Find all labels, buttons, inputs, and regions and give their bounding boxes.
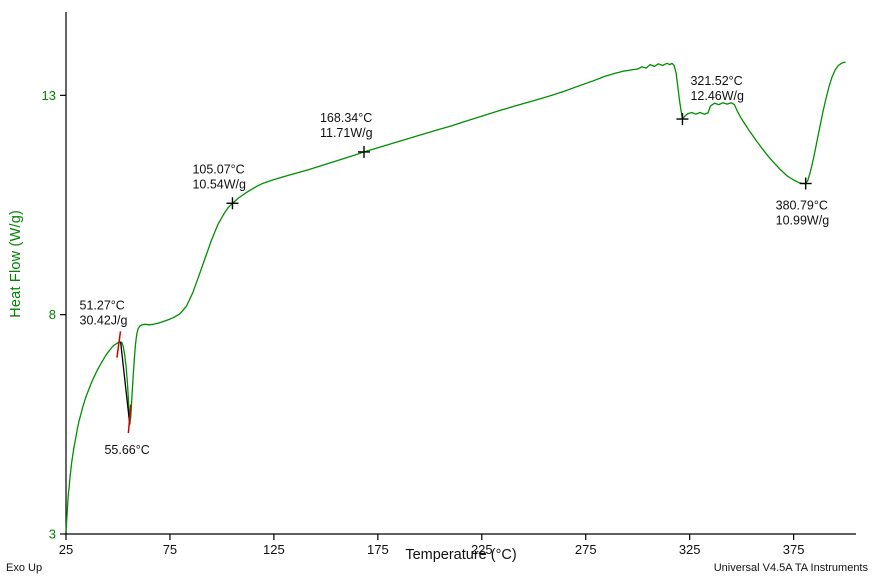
y-axis-title: Heat Flow (W/g) <box>8 210 24 318</box>
marker-annotation-label: 380.79°C 10.99W/g <box>776 199 830 228</box>
y-tick-label: 3 <box>49 527 56 542</box>
x-tick-label: 75 <box>163 542 177 557</box>
annotations-layer: 105.07°C 10.54W/g 168.34°C 11.71W/g 321.52°C… <box>80 74 830 457</box>
marker-annotation-label: 168.34°C 11.71W/g <box>320 111 373 140</box>
y-tick-label: 8 <box>49 307 56 322</box>
marker-annotation-label: 321.52°C 12.46W/g <box>690 74 744 103</box>
integration-baseline-line[interactable] <box>119 341 131 425</box>
x-tick-label: 225 <box>471 542 493 557</box>
curve-layer <box>65 61 846 532</box>
x-tick-label: 25 <box>59 542 73 557</box>
peak-annotation-label: 51.27°C 30.42J/g <box>80 298 128 327</box>
x-tick-label: 275 <box>575 542 597 557</box>
axes-layer: 25 75 125 175 225 275 325 375 3 8 13 <box>42 12 856 557</box>
x-tick-label: 175 <box>367 542 389 557</box>
peak-annotation-label: 55.66°C <box>104 443 149 457</box>
x-tick-label: 325 <box>679 542 701 557</box>
y-tick-label: 13 <box>42 88 56 103</box>
exo-up-label: Exo Up <box>6 562 43 574</box>
x-tick-label: 375 <box>783 542 805 557</box>
integration-limit-marker[interactable] <box>116 331 122 358</box>
x-axis-title: Temperature (°C) <box>405 547 517 563</box>
marker-annotation-label: 105.07°C 10.54W/g <box>192 162 246 191</box>
instrument-version-label: Universal V4.5A TA Instruments <box>713 562 868 574</box>
heat-flow-curve <box>65 61 846 532</box>
integration-limit-marker[interactable] <box>127 404 132 434</box>
x-tick-label: 125 <box>263 542 285 557</box>
